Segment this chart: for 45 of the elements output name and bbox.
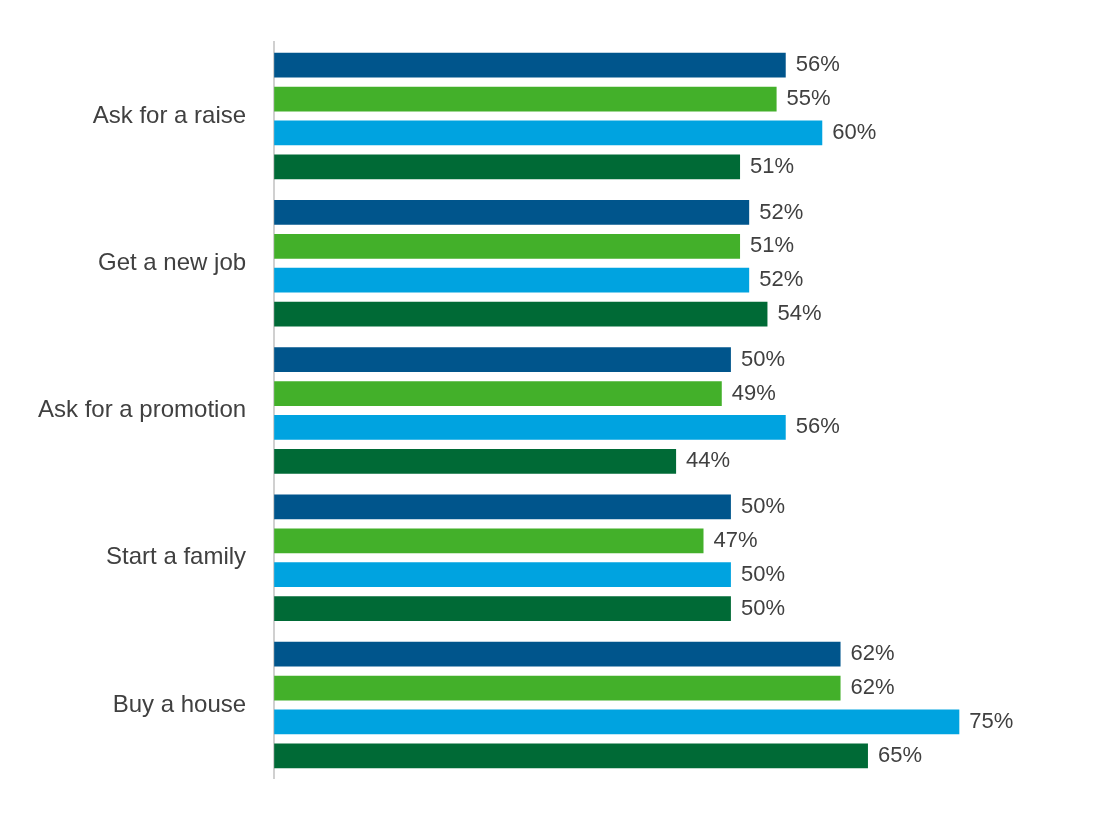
data-label: 65% <box>877 741 922 767</box>
bar <box>274 641 841 667</box>
y-tick-label: Start a family <box>106 542 247 570</box>
bar <box>274 381 722 406</box>
data-label: 51% <box>750 152 795 178</box>
data-label: 62% <box>850 640 895 666</box>
data-label: 44% <box>686 447 731 473</box>
bar <box>274 52 786 78</box>
data-label: 50% <box>740 345 785 371</box>
bar <box>274 120 823 146</box>
bar <box>274 528 704 554</box>
data-label: 62% <box>850 674 895 700</box>
bar <box>274 709 960 735</box>
bar <box>274 494 731 520</box>
data-label: 50% <box>740 594 785 620</box>
bar <box>274 596 731 621</box>
data-label: 47% <box>713 526 758 552</box>
y-tick-label: Buy a house <box>112 689 247 717</box>
bar <box>274 301 768 327</box>
data-label: 49% <box>731 379 776 405</box>
bar <box>274 562 731 588</box>
data-label: 51% <box>750 232 795 258</box>
bar <box>274 415 786 440</box>
data-label: 56% <box>795 413 840 439</box>
bar <box>274 154 741 180</box>
data-label: 52% <box>759 266 804 292</box>
bar <box>274 233 741 259</box>
bar <box>274 347 731 373</box>
data-label: 55% <box>786 85 831 111</box>
y-tick-label: Ask for a raise <box>92 100 247 128</box>
bar <box>274 267 750 293</box>
bar <box>274 743 868 769</box>
data-label: 60% <box>832 119 877 145</box>
data-label: 50% <box>740 560 785 586</box>
bar <box>274 448 677 474</box>
data-label: 54% <box>777 300 822 326</box>
data-label: 56% <box>795 51 840 77</box>
data-label: 52% <box>759 198 804 224</box>
y-tick-label: Get a new job <box>98 247 247 275</box>
y-tick-label: Ask for a promotion <box>38 395 247 423</box>
bar <box>274 675 841 701</box>
bar <box>274 86 777 112</box>
data-label: 50% <box>740 493 785 518</box>
data-label: 75% <box>969 707 1014 733</box>
bar <box>274 200 750 225</box>
